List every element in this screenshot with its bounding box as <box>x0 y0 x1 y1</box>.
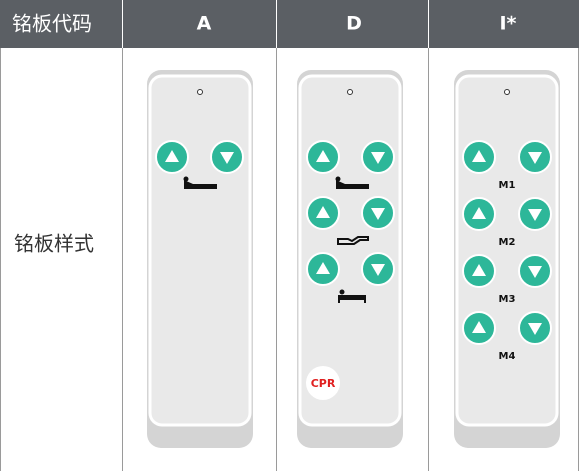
bed-icon <box>335 176 369 189</box>
arrow-down <box>528 323 542 335</box>
remote-led <box>197 89 203 95</box>
arrow-up <box>316 150 330 162</box>
row-label: 铭板样式 <box>14 232 94 256</box>
bed-head <box>339 289 345 295</box>
remote-led <box>504 89 510 95</box>
bed-shape <box>336 180 369 189</box>
arrow-up <box>165 150 179 162</box>
bed-shape <box>184 180 217 189</box>
header-cell: 铭板代码 <box>12 12 92 36</box>
cpr-button <box>306 366 340 400</box>
arrow-up <box>472 264 486 276</box>
arrow-up <box>472 150 486 162</box>
remote-face <box>148 74 252 427</box>
remote-led <box>347 89 353 95</box>
header-cell: I* <box>499 13 516 35</box>
bed-leg <box>364 300 366 303</box>
bed-icon <box>337 236 369 245</box>
bed-shape <box>337 236 369 245</box>
bed-shape <box>338 295 366 300</box>
arrow-down <box>528 266 542 278</box>
header-row <box>0 0 579 48</box>
arrow-up <box>316 262 330 274</box>
arrow-up <box>472 321 486 333</box>
header-cell: D <box>346 13 362 35</box>
arrow-down <box>220 152 234 164</box>
memory-label: M2 <box>499 237 516 248</box>
arrow-down <box>371 208 385 220</box>
arrow-down <box>371 152 385 164</box>
bed-head <box>183 176 189 182</box>
arrow-down <box>528 209 542 221</box>
header-cell: A <box>197 13 212 35</box>
bed-icon <box>183 176 217 189</box>
bed-head <box>335 176 341 182</box>
cpr-label: CPR <box>311 377 336 390</box>
remotes: CPR M1 M2 M3 M4 <box>147 70 560 448</box>
memory-label: M1 <box>499 180 516 191</box>
bed-leg <box>338 300 340 303</box>
arrow-up <box>316 206 330 218</box>
arrow-down <box>528 152 542 164</box>
memory-label: M3 <box>499 294 516 305</box>
bed-icon <box>338 289 366 303</box>
arrow-down <box>371 264 385 276</box>
remote-face <box>455 74 559 427</box>
arrow-up <box>472 207 486 219</box>
memory-label: M4 <box>499 351 516 362</box>
